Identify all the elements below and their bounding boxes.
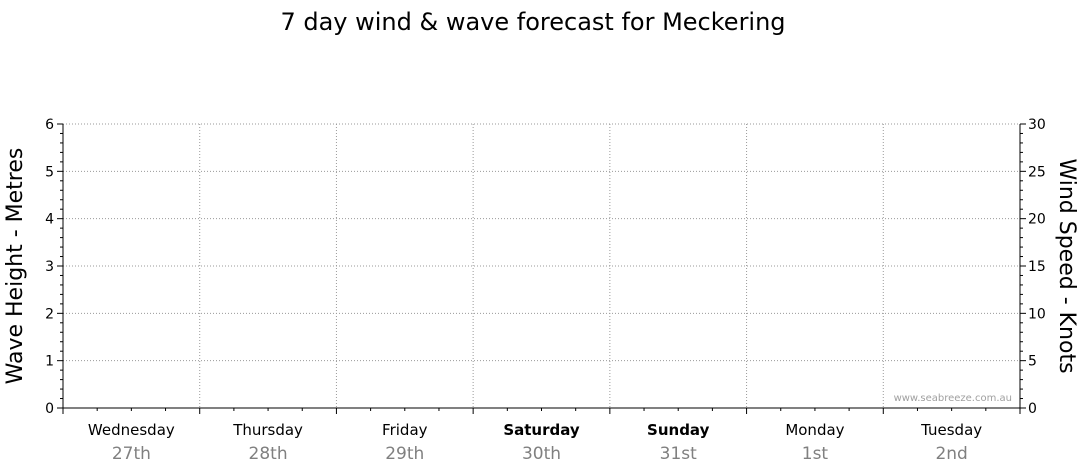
chart-title: 7 day wind & wave forecast for Meckering [280,8,785,36]
day-name-label: Monday [785,421,844,439]
right-tick-label: 5 [1028,354,1037,370]
day-date-label: 29th [385,444,424,464]
left-tick-label: 3 [45,259,54,275]
day-name-label: Thursday [232,421,303,439]
grid-layer [63,123,1020,408]
right-tick-label: 0 [1028,401,1037,417]
left-tick-label: 6 [45,117,54,133]
left-tick-label: 1 [45,354,54,370]
watermark-text: www.seabreeze.com.au [894,393,1012,404]
day-date-label: 2nd [935,444,967,464]
day-name-label: Saturday [503,421,580,439]
left-tick-label: 2 [45,306,54,322]
left-axis-title: Wave Height - Metres [3,148,28,385]
right-tick-label: 25 [1028,164,1046,180]
day-name-label: Sunday [647,421,710,439]
left-tick-label: 0 [45,401,54,417]
left-tick-label: 4 [45,212,54,228]
labels-layer: 0 1 2 3 4 5 6 0 5 10 15 20 25 30 Wednesday 27th Thursday… [45,117,1046,464]
left-tick-label: 5 [45,164,54,180]
right-tick-label: 10 [1028,306,1046,322]
day-date-label: 28th [249,444,288,464]
day-date-label: 1st [802,444,829,464]
right-tick-label: 20 [1028,212,1046,228]
day-name-label: Tuesday [920,421,982,439]
day-name-label: Wednesday [88,421,175,439]
day-date-label: 31st [660,444,697,464]
right-tick-label: 15 [1028,259,1046,275]
right-axis-title: Wind Speed - Knots [1054,158,1079,373]
right-tick-label: 30 [1028,117,1046,133]
day-date-label: 27th [112,444,151,464]
axes-layer [57,123,1026,414]
day-name-label: Friday [382,421,428,439]
day-date-label: 30th [522,444,561,464]
